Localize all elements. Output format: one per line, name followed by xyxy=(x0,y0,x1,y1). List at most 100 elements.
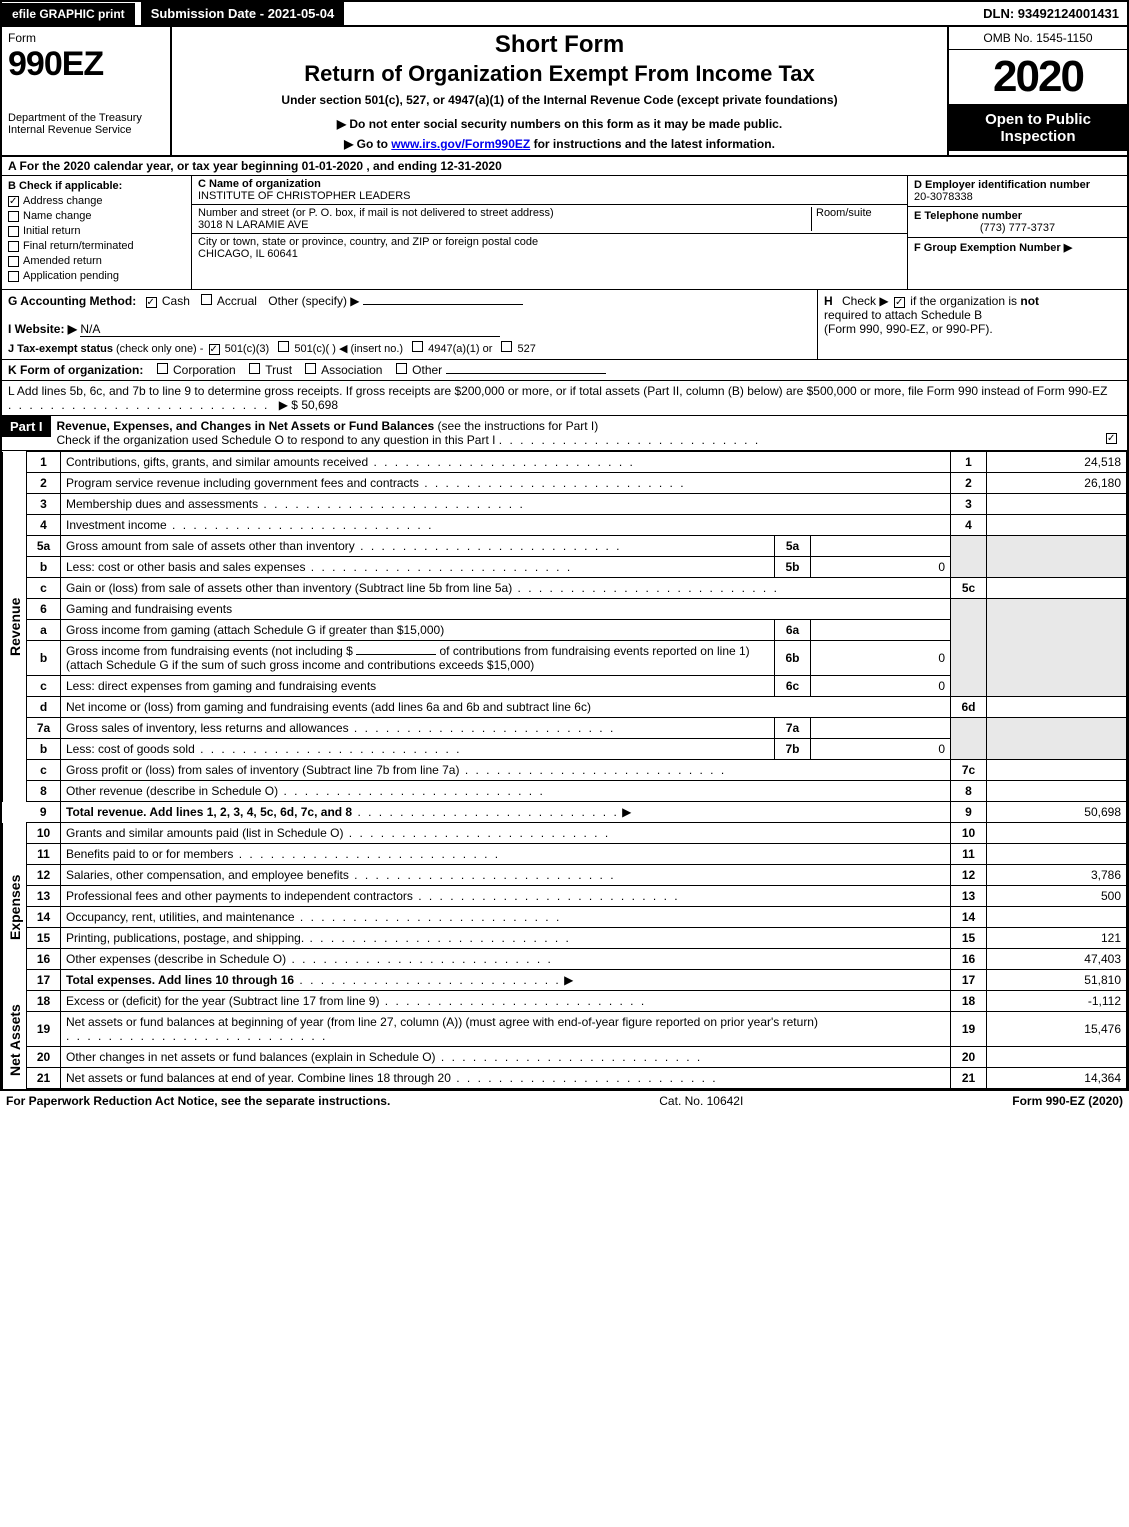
ref-num: 5c xyxy=(951,578,987,599)
ref-num: 19 xyxy=(951,1012,987,1047)
line-num: 13 xyxy=(27,886,61,907)
table-row: Net Assets 18 Excess or (deficit) for th… xyxy=(3,991,1127,1012)
line-num: 14 xyxy=(27,907,61,928)
checkbox-icon[interactable] xyxy=(278,341,289,352)
sub-num: 5b xyxy=(775,557,811,578)
check-address-change[interactable]: Address change xyxy=(8,195,185,207)
street-row: Number and street (or P. O. box, if mail… xyxy=(192,205,907,234)
part1-check-line: Check if the organization used Schedule … xyxy=(57,433,1121,447)
amount: 3,786 xyxy=(987,865,1127,886)
g-other: Other (specify) ▶ xyxy=(268,294,359,308)
c-name-row: C Name of organization INSTITUTE OF CHRI… xyxy=(192,176,907,205)
contrib-field[interactable] xyxy=(356,654,436,655)
checkbox-icon[interactable] xyxy=(201,294,212,305)
table-row: 14 Occupancy, rent, utilities, and maint… xyxy=(3,907,1127,928)
table-row: 7a Gross sales of inventory, less return… xyxy=(3,718,1127,739)
short-form-title: Short Form xyxy=(178,31,941,59)
checkbox-icon[interactable] xyxy=(1106,433,1117,444)
check-label: Application pending xyxy=(23,270,119,282)
d-label: D Employer identification number xyxy=(914,179,1121,191)
line-desc: Membership dues and assessments xyxy=(61,494,951,515)
h-text2: if the organization is xyxy=(910,294,1017,308)
table-row: c Gross profit or (loss) from sales of i… xyxy=(3,760,1127,781)
amount: 51,810 xyxy=(987,970,1127,991)
line-desc: Occupancy, rent, utilities, and maintena… xyxy=(61,907,951,928)
row-k: K Form of organization: Corporation Trus… xyxy=(2,360,1127,381)
h-label: H xyxy=(824,294,833,308)
checkbox-icon[interactable] xyxy=(894,297,905,308)
sub-num: 6a xyxy=(775,620,811,641)
check-final-return[interactable]: Final return/terminated xyxy=(8,240,185,252)
checkbox-icon xyxy=(8,226,19,237)
checkbox-icon[interactable] xyxy=(157,363,168,374)
submission-date-badge: Submission Date - 2021-05-04 xyxy=(141,2,345,25)
ref-num: 9 xyxy=(951,802,987,823)
city-label: City or town, state or province, country… xyxy=(198,236,901,248)
check-initial-return[interactable]: Initial return xyxy=(8,225,185,237)
check-label: Initial return xyxy=(23,225,80,237)
col-b-orginfo: C Name of organization INSTITUTE OF CHRI… xyxy=(192,176,907,289)
line-desc: Less: cost of goods sold xyxy=(61,739,775,760)
part1-check-text: Check if the organization used Schedule … xyxy=(57,433,496,447)
g-other-field[interactable] xyxy=(363,304,523,305)
irs-link[interactable]: www.irs.gov/Form990EZ xyxy=(391,137,530,151)
ref-num: 17 xyxy=(951,970,987,991)
amount: 24,518 xyxy=(987,452,1127,473)
efile-print-button[interactable]: efile GRAPHIC print xyxy=(2,3,135,25)
return-title: Return of Organization Exempt From Incom… xyxy=(178,61,941,87)
line-desc: Other changes in net assets or fund bala… xyxy=(61,1047,951,1068)
check-application-pending[interactable]: Application pending xyxy=(8,270,185,282)
checkbox-icon[interactable] xyxy=(305,363,316,374)
sub-val: 0 xyxy=(811,641,951,676)
amount xyxy=(987,515,1127,536)
line-num: 17 xyxy=(27,970,61,991)
checkbox-icon[interactable] xyxy=(396,363,407,374)
c-org-name: INSTITUTE OF CHRISTOPHER LEADERS xyxy=(198,190,901,202)
line-num: 10 xyxy=(27,823,61,844)
shaded-cell xyxy=(987,718,1127,760)
line-desc: Program service revenue including govern… xyxy=(61,473,951,494)
line-desc: Gaming and fundraising events xyxy=(61,599,951,620)
checkbox-icon[interactable] xyxy=(412,341,423,352)
checkbox-icon[interactable] xyxy=(249,363,260,374)
form-number: 990EZ xyxy=(8,45,164,84)
shaded-cell xyxy=(951,718,987,760)
l-text: L Add lines 5b, 6c, and 7b to line 9 to … xyxy=(8,384,1107,398)
line-num: 6 xyxy=(27,599,61,620)
ref-num: 4 xyxy=(951,515,987,536)
checkbox-icon xyxy=(8,256,19,267)
check-name-change[interactable]: Name change xyxy=(8,210,185,222)
amount xyxy=(987,578,1127,599)
line-num: 16 xyxy=(27,949,61,970)
i-value: N/A xyxy=(80,322,500,337)
goto-suffix: for instructions and the latest informat… xyxy=(534,137,775,151)
table-row: 12 Salaries, other compensation, and emp… xyxy=(3,865,1127,886)
line-desc: Gross amount from sale of assets other t… xyxy=(61,536,775,557)
sub-num: 7a xyxy=(775,718,811,739)
line-desc: Excess or (deficit) for the year (Subtra… xyxy=(61,991,951,1012)
line-desc: Salaries, other compensation, and employ… xyxy=(61,865,951,886)
line-num: b xyxy=(27,641,61,676)
checkbox-icon[interactable] xyxy=(146,297,157,308)
check-amended-return[interactable]: Amended return xyxy=(8,255,185,267)
row-a-taxyear: A For the 2020 calendar year, or tax yea… xyxy=(2,157,1127,176)
e-value: (773) 777-3737 xyxy=(914,222,1121,234)
shaded-cell xyxy=(951,599,987,697)
ref-num: 2 xyxy=(951,473,987,494)
form-header: Form 990EZ Department of the Treasury In… xyxy=(2,27,1127,157)
check-label: Address change xyxy=(23,195,103,207)
line-num: a xyxy=(27,620,61,641)
checkbox-icon[interactable] xyxy=(209,344,220,355)
table-row: 13 Professional fees and other payments … xyxy=(3,886,1127,907)
k-other-field[interactable] xyxy=(446,373,606,374)
sub-num: 6c xyxy=(775,676,811,697)
ref-num: 3 xyxy=(951,494,987,515)
line-num: 20 xyxy=(27,1047,61,1068)
line-desc: Contributions, gifts, grants, and simila… xyxy=(61,452,951,473)
ref-num: 21 xyxy=(951,1068,987,1089)
part1-table: Revenue 1 Contributions, gifts, grants, … xyxy=(2,451,1127,1089)
checkbox-icon[interactable] xyxy=(501,341,512,352)
table-row: 20 Other changes in net assets or fund b… xyxy=(3,1047,1127,1068)
amount xyxy=(987,844,1127,865)
dept-treasury: Department of the Treasury xyxy=(8,112,164,124)
